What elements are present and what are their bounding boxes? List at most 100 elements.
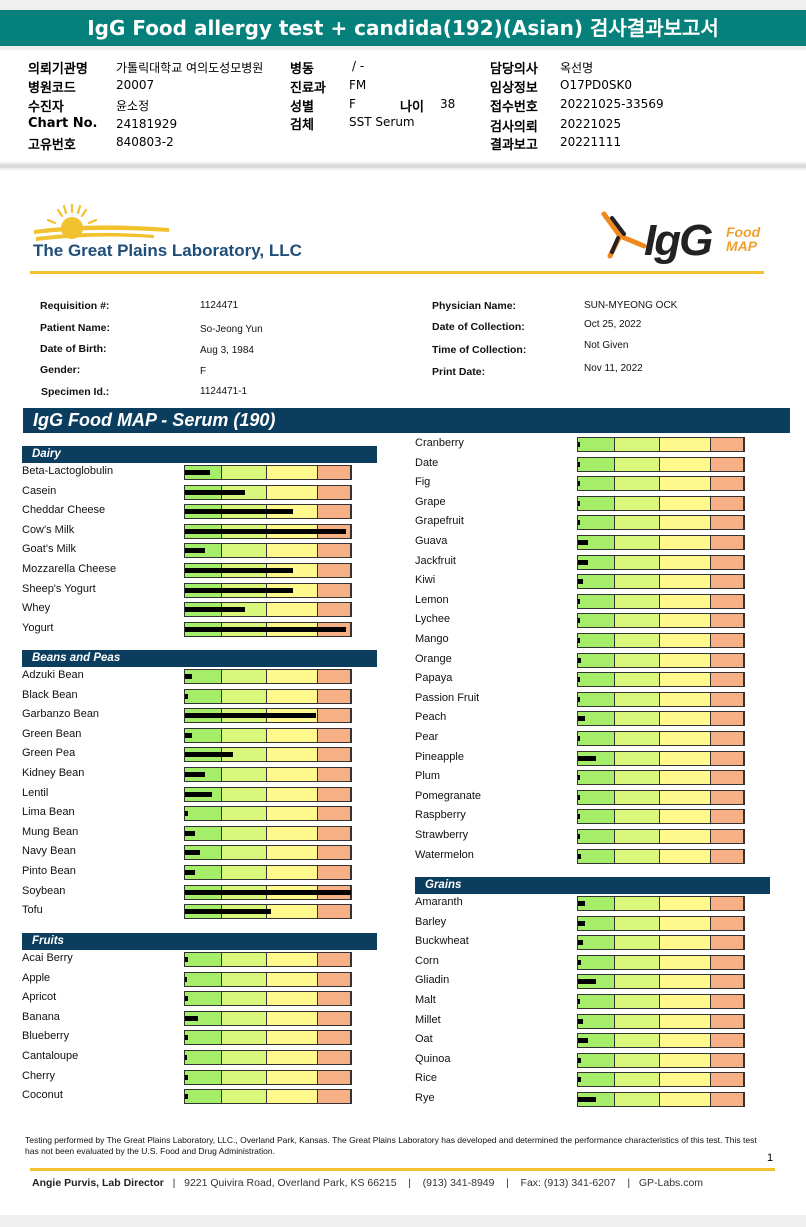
meter-zone-3 — [659, 810, 712, 823]
reactivity-meter — [577, 809, 745, 824]
patient-field-label: Print Date: — [432, 366, 486, 378]
patient-field-value: Not Given — [584, 340, 629, 351]
meter-zone-2 — [614, 975, 660, 988]
meter-zone-2 — [614, 732, 660, 745]
meter-zone-2 — [614, 634, 660, 647]
reactivity-bar — [185, 977, 187, 982]
meter-zone-4 — [318, 768, 351, 781]
meter-zone-3 — [266, 827, 319, 840]
reactivity-meter — [184, 1089, 352, 1104]
meter-zone-3 — [659, 771, 712, 784]
meter-zone-1 — [578, 995, 615, 1008]
meter-zone-4 — [318, 807, 351, 820]
reactivity-meter — [184, 787, 352, 802]
reactivity-bar — [185, 1055, 187, 1060]
meter-zone-1 — [578, 936, 615, 949]
reactivity-bar — [578, 520, 580, 525]
food-label: Lentil — [22, 787, 49, 799]
reactivity-meter — [577, 633, 745, 648]
reactivity-bar — [578, 481, 580, 486]
food-label: Casein — [22, 485, 57, 497]
meter-zone-2 — [614, 575, 660, 588]
meter-zone-2 — [614, 556, 660, 569]
food-label: Sheep's Yogurt — [22, 583, 96, 595]
reactivity-meter — [577, 653, 745, 668]
meter-zone-2 — [614, 458, 660, 471]
reactivity-bar — [185, 996, 188, 1001]
meter-zone-2 — [614, 752, 660, 765]
patient-field-value: SUN-MYEONG OCK — [584, 300, 678, 311]
meter-zone-3 — [266, 690, 319, 703]
meter-zone-4 — [711, 791, 744, 804]
reactivity-bar — [185, 733, 192, 738]
reactivity-meter — [184, 826, 352, 841]
meter-zone-3 — [659, 830, 712, 843]
logo-map-word: MAP — [726, 238, 758, 254]
reactivity-meter — [577, 974, 745, 989]
meter-zone-1 — [185, 866, 222, 879]
reactivity-meter — [577, 1033, 745, 1048]
lab-name: The Great Plains Laboratory, LLC — [33, 241, 302, 260]
reactivity-meter — [184, 669, 352, 684]
category-header: Fruits — [22, 933, 377, 950]
meter-zone-1 — [185, 827, 222, 840]
meter-zone-1 — [578, 850, 615, 863]
meter-zone-4 — [318, 1031, 351, 1044]
reactivity-bar — [578, 979, 596, 984]
reactivity-bar — [578, 1038, 588, 1043]
food-label: Mung Bean — [22, 826, 79, 838]
reactivity-bar — [578, 560, 588, 565]
meter-zone-1 — [578, 516, 615, 529]
meter-zone-2 — [614, 956, 660, 969]
meter-zone-1 — [578, 732, 615, 745]
meter-zone-4 — [711, 673, 744, 686]
food-label: Cow's Milk — [22, 524, 75, 536]
meter-zone-3 — [266, 953, 319, 966]
meter-zone-3 — [266, 768, 319, 781]
meter-zone-3 — [659, 477, 712, 490]
meter-zone-1 — [578, 956, 615, 969]
reactivity-bar — [578, 677, 580, 682]
reactivity-meter — [184, 583, 352, 598]
meter-zone-4 — [318, 1090, 351, 1103]
reactivity-bar — [578, 960, 581, 965]
meter-zone-1 — [578, 752, 615, 765]
meter-zone-4 — [318, 846, 351, 859]
food-label: Green Pea — [22, 747, 76, 759]
header-right-value: 20221111 — [560, 135, 622, 149]
reactivity-bar — [578, 579, 583, 584]
meter-zone-3 — [659, 752, 712, 765]
meter-zone-2 — [221, 690, 267, 703]
meter-zone-4 — [318, 748, 351, 761]
header-right-label: 임상정보 — [490, 81, 538, 96]
food-label: Gliadin — [415, 974, 450, 986]
meter-zone-3 — [659, 673, 712, 686]
food-label: Pinto Bean — [22, 865, 76, 877]
meter-zone-1 — [578, 458, 615, 471]
meter-zone-3 — [659, 614, 712, 627]
reactivity-meter — [577, 790, 745, 805]
reactivity-meter — [184, 991, 352, 1006]
meter-zone-2 — [614, 654, 660, 667]
meter-zone-1 — [578, 975, 615, 988]
reactivity-meter — [577, 692, 745, 707]
food-label: Green Bean — [22, 728, 82, 740]
reactivity-meter — [184, 1011, 352, 1026]
food-label: Blueberry — [22, 1030, 70, 1042]
meter-zone-3 — [659, 936, 712, 949]
meter-zone-3 — [659, 1015, 712, 1028]
footer-phone: (913) 341-8949 — [422, 1177, 495, 1189]
reactivity-bar — [185, 627, 346, 632]
meter-zone-2 — [221, 1051, 267, 1064]
meter-zone-1 — [185, 1090, 222, 1103]
reactivity-bar — [578, 658, 581, 663]
reactivity-bar — [578, 756, 596, 761]
meter-zone-1 — [578, 917, 615, 930]
food-label: Grapefruit — [415, 515, 464, 527]
header-right-value: 20221025-33569 — [560, 97, 664, 111]
reactivity-bar — [578, 697, 580, 702]
meter-zone-3 — [266, 1090, 319, 1103]
food-label: Fig — [415, 476, 431, 488]
meter-zone-1 — [578, 1015, 615, 1028]
reactivity-bar — [578, 462, 580, 467]
